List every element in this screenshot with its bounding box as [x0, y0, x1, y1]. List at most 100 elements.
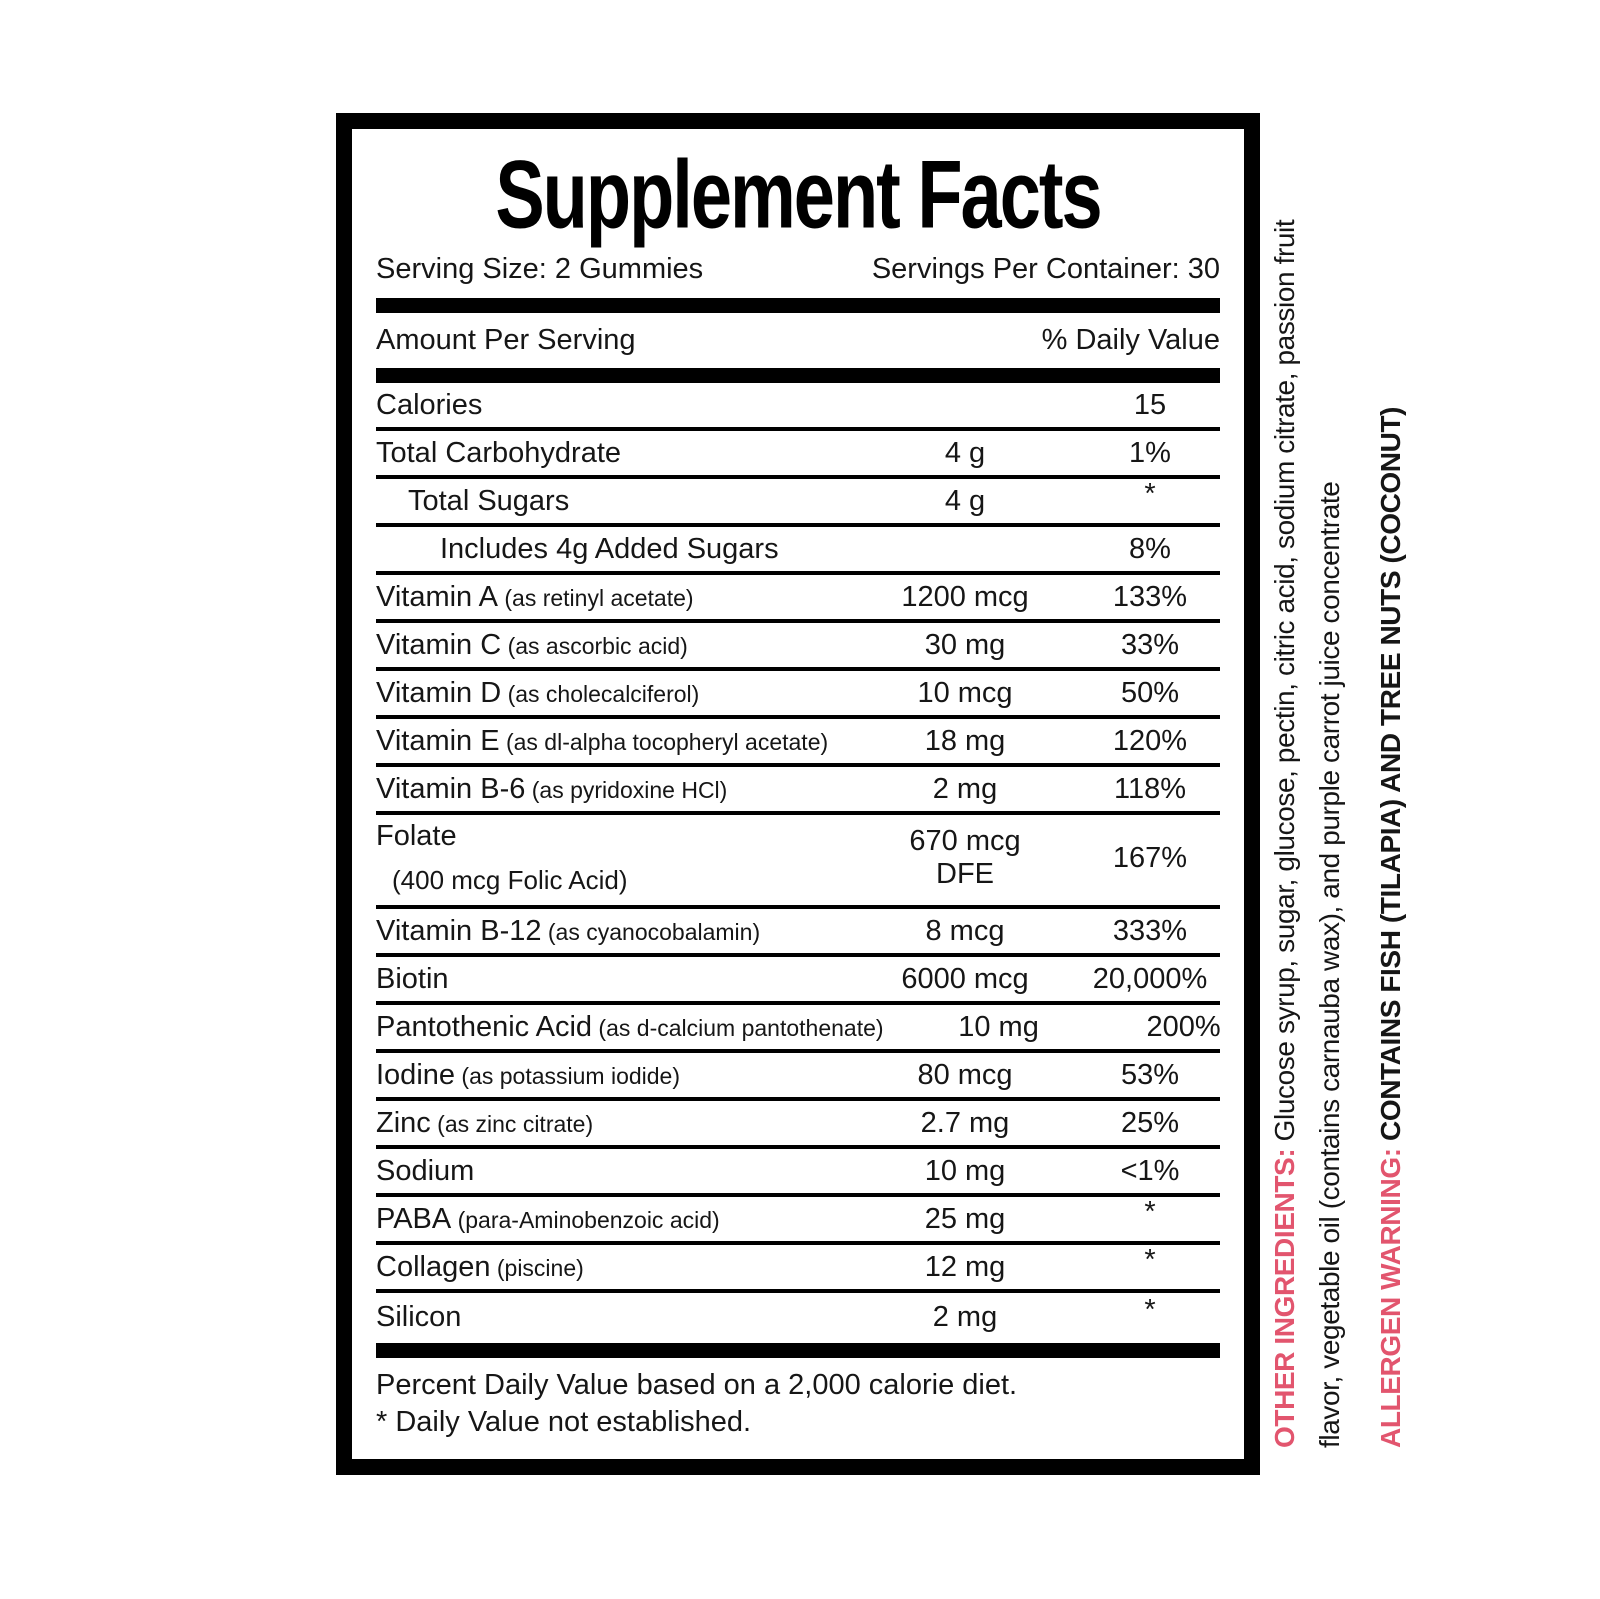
daily-value-cell: 33% [1120, 628, 1180, 661]
nutrient-name: Vitamin E [376, 724, 500, 757]
nutrient-name: Silicon [376, 1300, 462, 1333]
nutrient-name: Collagen [376, 1250, 491, 1283]
amount-cell: 2 mg [850, 773, 1080, 806]
nutrient-name-cell: Total Carbohydrate [376, 437, 850, 470]
nutrient-name-cell: Includes 4g Added Sugars [376, 533, 850, 566]
asterisk: * [1144, 1293, 1156, 1326]
amount-cell: 670 mcg DFE [850, 825, 1080, 891]
nutrient-detail: (as pyridoxine HCl) [525, 776, 728, 803]
amount-value: 670 mcg [909, 825, 1021, 857]
serving-info-row: Serving Size: 2 Gummies Servings Per Con… [376, 253, 1220, 286]
allergen-warning-line: ALLERGEN WARNING: CONTAINS FISH (TILAPIA… [1368, 108, 1413, 1448]
amount-cell: 1200 mcg [850, 581, 1080, 614]
asterisk: * [1144, 1243, 1156, 1276]
daily-value-cell: 200% [1146, 1010, 1221, 1043]
nutrient-name: Iodine [376, 1058, 456, 1091]
daily-value-cell: 20,000% [1092, 962, 1208, 995]
daily-value-cell: 120% [1112, 724, 1188, 757]
thick-divider-top [376, 298, 1220, 313]
amount-value: 1200 mcg [901, 580, 1029, 613]
daily-value-cell: * [1080, 1196, 1220, 1236]
nutrient-row: Vitamin B-12 (as cyanocobalamin) 8 mcg 3… [376, 909, 1220, 957]
nutrient-detail: (as cholecalciferol) [501, 680, 700, 707]
nutrient-name-cell: Collagen (piscine) [376, 1251, 850, 1284]
asterisk: * [1144, 1195, 1156, 1228]
nutrient-row: Zinc (as zinc citrate) 2.7 mg 25% [376, 1101, 1220, 1149]
servings-per-container-text: Servings Per Container: 30 [871, 253, 1220, 285]
nutrient-name: Total Carbohydrate [376, 436, 622, 469]
nutrient-name: Total Sugars [408, 484, 570, 517]
amount-cell: 4 g [850, 437, 1080, 470]
nutrient-name-cell: Vitamin D (as cholecalciferol) [376, 677, 850, 710]
nutrient-name-cell: Vitamin C (as ascorbic acid) [376, 629, 850, 662]
nutrient-row: Pantothenic Acid (as d-calcium pantothen… [376, 1005, 1221, 1053]
nutrient-name-cell: Total Sugars [376, 485, 850, 518]
amount-value: 12 mg [924, 1250, 1006, 1283]
nutrient-row: Collagen (piscine) 12 mg * [376, 1243, 1220, 1293]
column-header-daily-value: % Daily Value [1041, 324, 1220, 356]
nutrient-name: Includes 4g Added Sugars [440, 532, 779, 565]
nutrient-name: Calories [376, 388, 483, 421]
nutrient-detail: (as d-calcium pantothenate) [592, 1014, 884, 1041]
daily-value-cell: 333% [1112, 914, 1188, 947]
nutrient-detail: (as retinyl acetate) [497, 584, 694, 611]
nutrient-detail: (as ascorbic acid) [501, 632, 688, 659]
nutrient-name-cell: Zinc (as zinc citrate) [376, 1107, 850, 1140]
thick-divider-bottom [376, 1343, 1220, 1358]
amount-cell: 4 g [850, 485, 1080, 518]
nutrient-row: Vitamin A (as retinyl acetate) 1200 mcg … [376, 575, 1220, 623]
nutrient-name-cell: Vitamin B-6 (as pyridoxine HCl) [376, 773, 850, 806]
amount-value: 18 mg [924, 724, 1006, 757]
daily-value-cell: 167% [1112, 841, 1188, 874]
nutrient-name: Folate [376, 820, 457, 852]
amount-cell: 2.7 mg [850, 1107, 1080, 1140]
nutrient-name: Biotin [376, 962, 449, 995]
nutrient-detail: (para-Aminobenzoic acid) [451, 1206, 720, 1233]
amount-value: 30 mg [924, 628, 1006, 661]
panel-title: Supplement Facts [376, 139, 1220, 248]
amount-cell: 10 mg [884, 1011, 1114, 1044]
amount-cell: 80 mcg [850, 1059, 1080, 1092]
nutrient-row: Biotin 6000 mcg 20,000% [376, 957, 1220, 1005]
nutrient-name: Vitamin A [376, 580, 498, 613]
supplement-facts-panel: Supplement Facts Serving Size: 2 Gummies… [336, 113, 1260, 1475]
nutrient-row: Folate (400 mcg Folic Acid) 670 mcg DFE 16… [376, 815, 1220, 909]
amount-value: 8 mcg [925, 914, 1005, 947]
nutrient-name-cell: Pantothenic Acid (as d-calcium pantothen… [376, 1011, 884, 1044]
daily-value-cell: 118% [1113, 772, 1187, 805]
nutrient-row: Calories 15 [376, 383, 1220, 431]
nutrient-row: Vitamin D (as cholecalciferol) 10 mcg 50… [376, 671, 1220, 719]
nutrient-detail: (as zinc citrate) [430, 1110, 594, 1137]
daily-value-cell: 1% [1129, 436, 1171, 469]
nutrient-name-line2: (400 mcg Folic Acid) [392, 865, 628, 895]
daily-value-cell: * [1080, 478, 1220, 518]
nutrient-name: Vitamin B-12 [376, 914, 542, 947]
amount-value: 10 mg [924, 1154, 1006, 1187]
nutrient-row: Iodine (as potassium iodide) 80 mcg 53% [376, 1053, 1220, 1101]
nutrient-name-cell: Sodium [376, 1155, 850, 1188]
nutrient-name-cell: Vitamin B-12 (as cyanocobalamin) [376, 915, 850, 948]
amount-value: 10 mg [958, 1010, 1039, 1043]
amount-cell: 18 mg [850, 725, 1080, 758]
nutrient-name: Zinc [376, 1106, 431, 1139]
amount-value: 4 g [944, 484, 986, 517]
other-ingredients-line-1: OTHER INGREDIENTS: Glucose syrup, sugar,… [1262, 108, 1307, 1448]
nutrient-row: PABA (para-Aminobenzoic acid) 25 mg * [376, 1196, 1220, 1245]
nutrient-name-cell: Biotin [376, 963, 850, 996]
nutrient-name-cell: Calories [376, 389, 850, 422]
amount-cell: 30 mg [850, 629, 1080, 662]
amount-value: 2 mg [932, 1300, 998, 1333]
asterisk: * [1144, 477, 1156, 510]
nutrient-name: Vitamin D [376, 676, 502, 709]
daily-value-cell: 8% [1129, 532, 1171, 565]
nutrient-row: Vitamin E (as dl-alpha tocopheryl acetat… [376, 719, 1220, 767]
nutrient-row: Silicon 2 mg * [376, 1293, 1220, 1341]
nutrient-table: Calories 15 Total Carbohydrate 4 g 1% To… [376, 383, 1221, 1341]
daily-value-cell: 133% [1112, 580, 1188, 613]
other-ingredients-label: OTHER INGREDIENTS: [1269, 1148, 1300, 1448]
footnotes: Percent Daily Value based on a 2,000 cal… [376, 1367, 1220, 1441]
amount-value: 4 g [944, 436, 986, 469]
amount-value: 6000 mcg [901, 962, 1029, 995]
daily-value-cell: 25% [1120, 1106, 1180, 1139]
table-header-row: Amount Per Serving % Daily Value [376, 313, 1220, 368]
